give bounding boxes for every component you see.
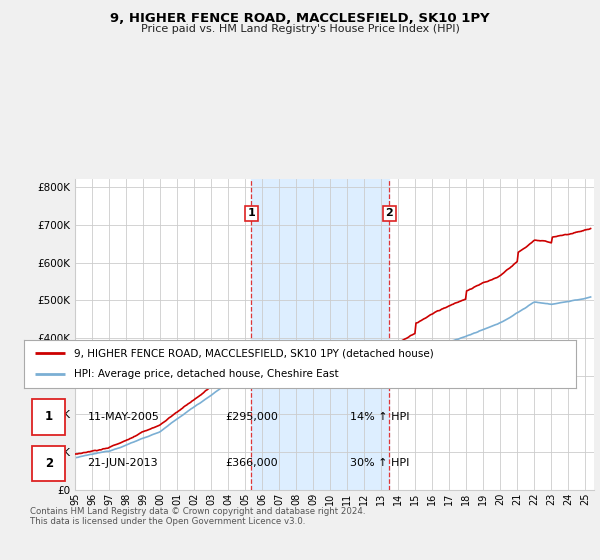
Text: 9, HIGHER FENCE ROAD, MACCLESFIELD, SK10 1PY: 9, HIGHER FENCE ROAD, MACCLESFIELD, SK10… [110,12,490,25]
Text: 11-MAY-2005: 11-MAY-2005 [88,412,160,422]
FancyBboxPatch shape [32,446,65,480]
Text: 14% ↑ HPI: 14% ↑ HPI [350,412,409,422]
Text: Price paid vs. HM Land Registry's House Price Index (HPI): Price paid vs. HM Land Registry's House … [140,24,460,34]
Text: Contains HM Land Registry data © Crown copyright and database right 2024.
This d: Contains HM Land Registry data © Crown c… [30,507,365,526]
Text: £295,000: £295,000 [226,412,278,422]
FancyBboxPatch shape [32,399,65,435]
Text: 9, HIGHER FENCE ROAD, MACCLESFIELD, SK10 1PY (detached house): 9, HIGHER FENCE ROAD, MACCLESFIELD, SK10… [74,348,433,358]
Bar [251,179,389,490]
Text: HPI: Average price, detached house, Cheshire East: HPI: Average price, detached house, Ches… [74,369,338,379]
Text: 1: 1 [45,410,53,423]
Text: 2: 2 [385,208,393,218]
Text: 2: 2 [45,456,53,470]
Text: 1: 1 [248,208,256,218]
Text: 21-JUN-2013: 21-JUN-2013 [88,458,158,468]
Text: 30% ↑ HPI: 30% ↑ HPI [350,458,409,468]
Text: £366,000: £366,000 [226,458,278,468]
